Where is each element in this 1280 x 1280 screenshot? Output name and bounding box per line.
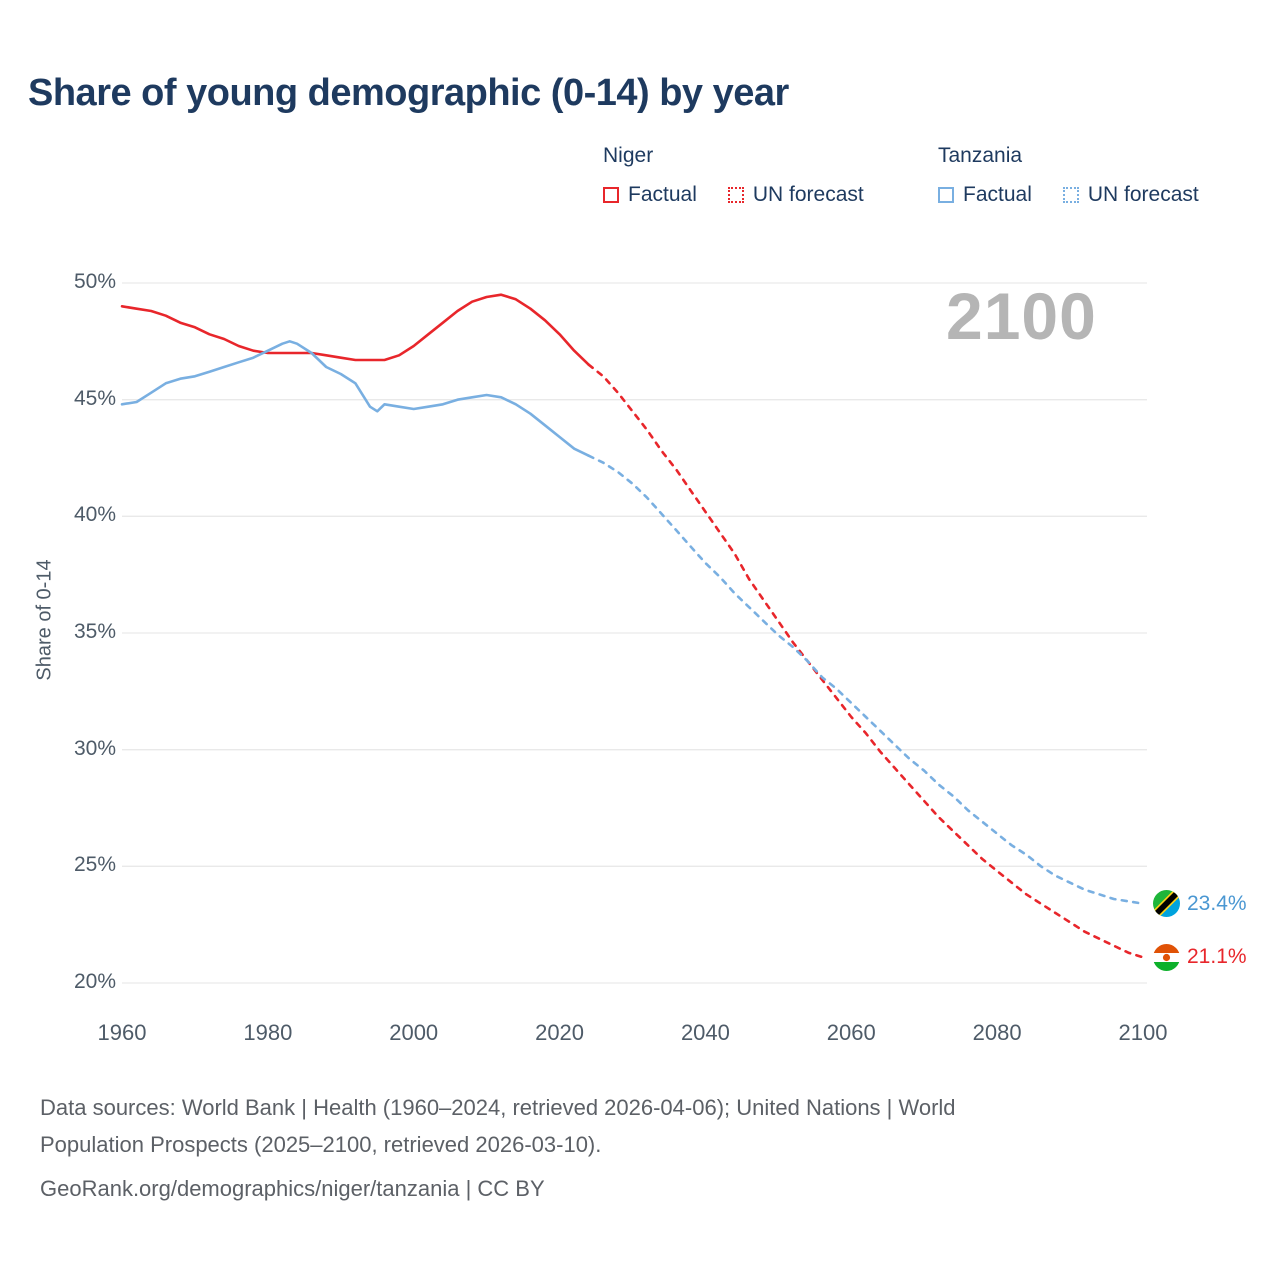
x-tick-label: 2040 — [680, 1020, 730, 1045]
legend-niger: Niger Factual UN forecast — [603, 144, 864, 207]
x-tick-label: 2080 — [972, 1020, 1022, 1045]
legend-tanzania: Tanzania Factual UN forecast — [938, 144, 1199, 207]
x-tick-label: 1960 — [97, 1020, 147, 1045]
y-tick-label: 45% — [73, 386, 116, 410]
y-tick-label: 20% — [73, 970, 116, 993]
chart-title: Share of young demographic (0-14) by yea… — [28, 72, 789, 114]
y-tick-label: 35% — [73, 620, 116, 643]
niger-flag-icon — [1153, 943, 1180, 971]
niger-end-value-label: 21.1% — [1187, 945, 1247, 969]
niger-factual-swatch-icon — [603, 187, 619, 203]
tanzania-factual-swatch-icon — [938, 187, 954, 203]
legend-tanzania-items: Factual UN forecast — [938, 183, 1199, 207]
niger-forecast-label: UN forecast — [752, 183, 864, 206]
footer-line-1: Data sources: World Bank | Health (1960–… — [40, 1095, 956, 1120]
data-source-footer: Data sources: World Bank | Health (1960–… — [40, 1089, 1220, 1207]
tanzania-flag-icon — [1153, 890, 1180, 918]
niger-factual-label: Factual — [628, 183, 697, 206]
x-tick-label: 1980 — [243, 1020, 293, 1045]
y-tick-label: 25% — [73, 853, 116, 877]
tanzania-forecast-swatch-icon — [1062, 187, 1079, 203]
x-tick-label: 2100 — [1118, 1020, 1168, 1045]
niger-forecast-swatch-icon — [727, 187, 744, 203]
legend-niger-items: Factual UN forecast — [603, 183, 864, 207]
tanzania-end-value-label: 23.4% — [1187, 891, 1247, 915]
x-tick-label: 2000 — [389, 1020, 439, 1045]
x-tick-label: 2060 — [826, 1020, 876, 1045]
tanzania-forecast-label: UN forecast — [1087, 183, 1199, 206]
legend-niger-title: Niger — [603, 144, 654, 167]
y-tick-label: 50% — [73, 270, 116, 293]
y-tick-label: 30% — [73, 736, 116, 760]
x-tick-label: 2020 — [535, 1020, 585, 1045]
footer-line-2: Population Prospects (2025–2100, retriev… — [40, 1132, 602, 1157]
legend-tanzania-title: Tanzania — [938, 144, 1023, 167]
footer-attribution: GeoRank.org/demographics/niger/tanzania … — [40, 1176, 545, 1201]
tanzania-factual-label: Factual — [963, 183, 1032, 206]
y-tick-label: 40% — [73, 503, 116, 527]
watermark-year: 2100 — [946, 279, 1097, 353]
